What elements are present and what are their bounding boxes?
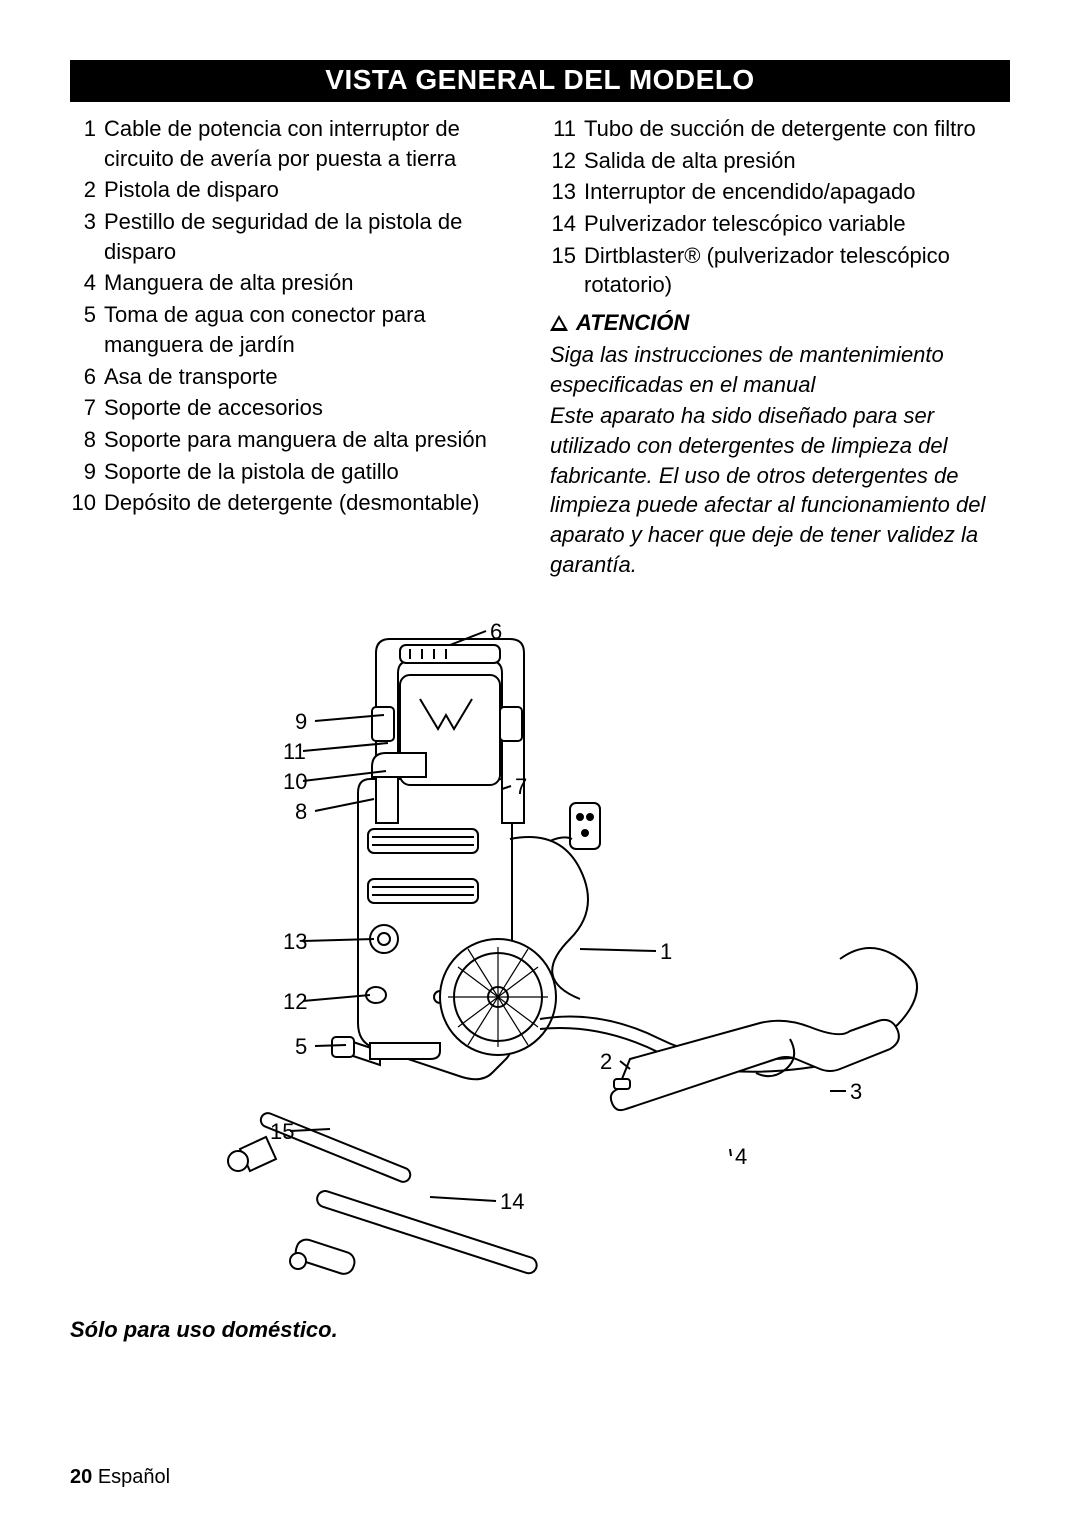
caution-paragraph-1: Siga las instrucciones de mantenimiento … (550, 340, 1010, 399)
diagram-callout-10: 10 (283, 769, 307, 795)
parts-list-item: 7Soporte de accesorios (70, 393, 530, 423)
parts-item-text: Soporte de la pistola de gatillo (104, 457, 530, 487)
diagram-callout-4: 4 (735, 1144, 747, 1170)
diagram-callout-7: 7 (515, 774, 527, 800)
left-column: 1Cable de potencia con interruptor de ci… (70, 114, 530, 579)
footer-note: Sólo para uso doméstico. (70, 1317, 1010, 1343)
parts-item-number: 8 (70, 425, 104, 455)
parts-item-number: 9 (70, 457, 104, 487)
parts-list-item: 13Interruptor de encendido/apagado (550, 177, 1010, 207)
two-column-body: 1Cable de potencia con interruptor de ci… (70, 114, 1010, 579)
parts-item-text: Salida de alta presión (584, 146, 1010, 176)
parts-item-number: 10 (70, 488, 104, 518)
parts-item-text: Toma de agua con conector para manguera … (104, 300, 530, 359)
parts-item-text: Cable de potencia con interruptor de cir… (104, 114, 530, 173)
parts-item-text: Pestillo de seguridad de la pistola de d… (104, 207, 530, 266)
parts-item-text: Soporte de accesorios (104, 393, 530, 423)
parts-list-item: 14Pulverizador telescópico variable (550, 209, 1010, 239)
parts-item-number: 3 (70, 207, 104, 266)
diagram-callout-15: 15 (270, 1119, 294, 1145)
diagram-callout-3: 3 (850, 1079, 862, 1105)
parts-item-text: Pistola de disparo (104, 175, 530, 205)
parts-item-text: Depósito de detergente (desmontable) (104, 488, 530, 518)
parts-list-item: 15Dirtblaster® (pulverizador telescópico… (550, 241, 1010, 300)
parts-item-text: Dirtblaster® (pulverizador telescópico r… (584, 241, 1010, 300)
parts-item-number: 11 (550, 114, 584, 144)
parts-item-text: Interruptor de encendido/apagado (584, 177, 1010, 207)
parts-item-number: 12 (550, 146, 584, 176)
parts-list-item: 8Soporte para manguera de alta presión (70, 425, 530, 455)
parts-list-item: 3Pestillo de seguridad de la pistola de … (70, 207, 530, 266)
diagram-callout-8: 8 (295, 799, 307, 825)
diagram-callout-1: 1 (660, 939, 672, 965)
diagram-callout-13: 13 (283, 929, 307, 955)
diagram-illustration (70, 589, 1010, 1309)
diagram-callout-6: 6 (490, 619, 502, 645)
parts-list-right: 11Tubo de succión de detergente con filt… (550, 114, 1010, 300)
parts-list-item: 6Asa de transporte (70, 362, 530, 392)
page-language: Español (98, 1466, 170, 1488)
parts-item-number: 2 (70, 175, 104, 205)
parts-list-left: 1Cable de potencia con interruptor de ci… (70, 114, 530, 518)
parts-item-number: 13 (550, 177, 584, 207)
diagram-callout-11: 11 (283, 739, 306, 765)
parts-list-item: 12Salida de alta presión (550, 146, 1010, 176)
parts-item-number: 15 (550, 241, 584, 300)
diagram-callout-14: 14 (500, 1189, 524, 1215)
parts-item-text: Asa de transporte (104, 362, 530, 392)
parts-item-number: 14 (550, 209, 584, 239)
diagram-callout-2: 2 (600, 1049, 612, 1075)
right-column: 11Tubo de succión de detergente con filt… (550, 114, 1010, 579)
diagram-callout-5: 5 (295, 1034, 307, 1060)
parts-list-item: 9Soporte de la pistola de gatillo (70, 457, 530, 487)
parts-item-text: Soporte para manguera de alta presión (104, 425, 530, 455)
parts-list-item: 5Toma de agua con conector para manguera… (70, 300, 530, 359)
parts-list-item: 1Cable de potencia con interruptor de ci… (70, 114, 530, 173)
diagram-callout-12: 12 (283, 989, 307, 1015)
parts-item-number: 1 (70, 114, 104, 173)
page-number: 20 (70, 1466, 92, 1488)
parts-list-item: 11Tubo de succión de detergente con filt… (550, 114, 1010, 144)
parts-item-number: 5 (70, 300, 104, 359)
parts-list-item: 10Depósito de detergente (desmontable) (70, 488, 530, 518)
parts-item-text: Tubo de succión de detergente con filtro (584, 114, 1010, 144)
page-footer: 20 Español (70, 1466, 170, 1489)
caution-title: ATENCIÓN (576, 308, 689, 338)
warning-triangle-icon (550, 315, 568, 331)
parts-list-item: 2Pistola de disparo (70, 175, 530, 205)
parts-item-text: Pulverizador telescópico variable (584, 209, 1010, 239)
section-header: VISTA GENERAL DEL MODELO (70, 60, 1010, 102)
caution-paragraph-2: Este aparato ha sido diseñado para ser u… (550, 401, 1010, 579)
parts-item-number: 4 (70, 268, 104, 298)
parts-item-number: 7 (70, 393, 104, 423)
parts-item-number: 6 (70, 362, 104, 392)
model-diagram: 691110871312512341514 (70, 589, 1010, 1309)
caution-heading: ATENCIÓN (550, 308, 1010, 338)
parts-list-item: 4Manguera de alta presión (70, 268, 530, 298)
diagram-callout-9: 9 (295, 709, 307, 735)
parts-item-text: Manguera de alta presión (104, 268, 530, 298)
